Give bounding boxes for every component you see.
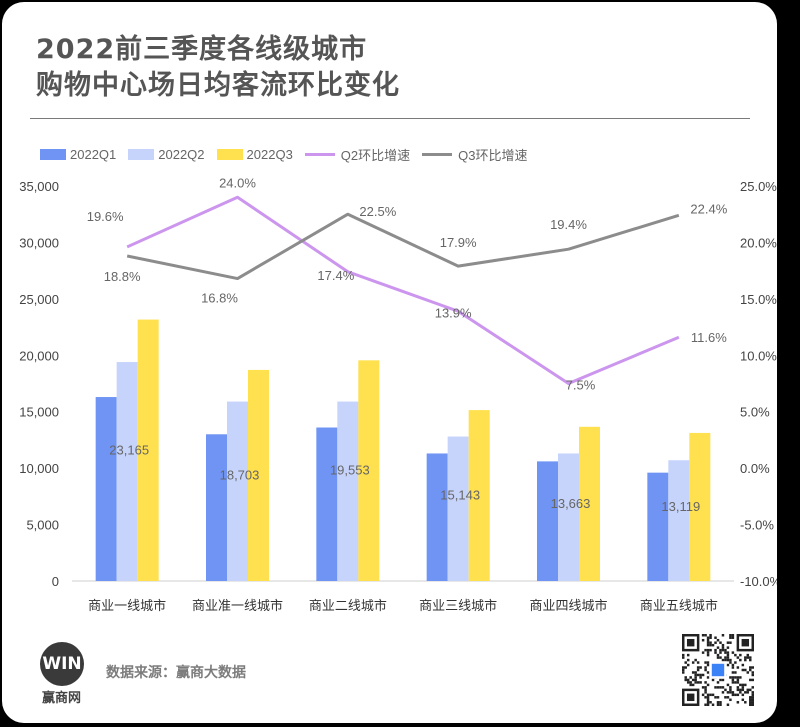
bar-2022Q1 (206, 434, 227, 581)
bar-2022Q1 (95, 397, 117, 581)
chart-legend: 2022Q1 2022Q2 2022Q3 Q2环比增速 Q3环比增速 (40, 144, 539, 164)
logo-mark: WIN (40, 642, 84, 686)
line-value-label: 22.5% (359, 204, 396, 219)
bar-2022Q3 (248, 369, 269, 581)
bar-2022Q3 (358, 360, 380, 581)
line-value-label: 7.5% (566, 378, 596, 393)
line-value-label: 24.0% (219, 175, 256, 190)
y-left-tick: 10,000 (19, 461, 59, 476)
line-value-label: 13.9% (435, 305, 472, 320)
line-Q2环比增速 (126, 195, 680, 385)
qr-code[interactable] (682, 634, 754, 706)
chart-card: 2022前三季度各线级城市 购物中心场日均客流环比变化 2022Q1 2022Q… (2, 2, 777, 723)
bar-value-label: 15,143 (440, 488, 480, 503)
bar-2022Q2 (558, 453, 579, 581)
chart-title: 2022前三季度各线级城市 购物中心场日均客流环比变化 (36, 32, 400, 104)
y-right-tick: 5.0% (740, 405, 770, 420)
legend-item-q3: 2022Q3 (216, 146, 293, 162)
category-label: 商业一线城市 (88, 598, 166, 613)
bar-2022Q2 (668, 460, 690, 581)
category-label: 商业五线城市 (640, 598, 718, 613)
line-value-label: 11.6% (691, 330, 727, 345)
line-value-label: 17.9% (440, 235, 477, 250)
bar-2022Q2 (227, 401, 248, 581)
line-value-label: 19.4% (550, 217, 587, 232)
bar-2022Q3 (579, 426, 600, 581)
y-right-tick: 0.0% (740, 461, 770, 476)
y-right-tick: 15.0% (740, 292, 777, 307)
line-value-label: 22.4% (690, 201, 727, 216)
legend-label-q2-growth: Q2环比增速 (340, 147, 411, 163)
bar-value-label: 18,703 (220, 467, 260, 482)
y-left-tick: 15,000 (19, 405, 59, 420)
title-line-2: 购物中心场日均客流环比变化 (36, 70, 400, 101)
legend-swatch-q2 (128, 148, 155, 160)
legend-swatch-q1 (40, 148, 66, 160)
legend-label-q3: 2022Q3 (246, 146, 293, 162)
legend-swatch-q3-growth (422, 152, 453, 156)
y-right-tick: 20.0% (740, 235, 777, 250)
bar-2022Q1 (316, 427, 338, 581)
y-right-tick: 10.0% (740, 348, 777, 363)
y-right-tick: -5.0% (740, 518, 774, 533)
category-label: 商业四线城市 (529, 598, 607, 613)
logo-name: 赢商网 (42, 691, 82, 706)
category-label: 商业准一线城市 (192, 598, 283, 613)
y-left-tick: 0 (52, 574, 59, 589)
legend-label-q2: 2022Q2 (158, 146, 205, 162)
brand-logo: WIN 赢商网 (28, 642, 98, 706)
data-source: 数据来源：赢商大数据 (106, 665, 246, 681)
bar-2022Q2 (447, 436, 469, 581)
bar-value-label: 13,663 (551, 496, 591, 511)
y-left-tick: 25,000 (19, 292, 59, 307)
line-value-label: 19.6% (87, 209, 124, 224)
bar-2022Q1 (647, 472, 669, 581)
bar-2022Q1 (426, 453, 448, 581)
legend-item-q2-growth: Q2环比增速 (304, 145, 411, 164)
legend-swatch-q3 (216, 148, 243, 160)
y-left-tick: 5,000 (26, 518, 59, 533)
line-value-label: 17.4% (317, 268, 354, 283)
line-Q3环比增速 (126, 212, 680, 281)
y-right-tick: 25.0% (740, 179, 777, 194)
combo-chart: 0 5,000 10,000 15,000 20,000 25,000 30,000 35,0… (19, 175, 777, 613)
legend-item-q2: 2022Q2 (128, 146, 205, 162)
bar-2022Q1 (537, 461, 558, 581)
title-divider (30, 118, 750, 119)
bar-2022Q3 (137, 319, 159, 581)
line-value-label: 16.8% (201, 291, 238, 306)
bar-value-label: 19,553 (330, 463, 370, 478)
legend-label-q1: 2022Q1 (70, 146, 117, 162)
y-right-tick: -10.0% (740, 574, 777, 589)
legend-item-q1: 2022Q1 (40, 147, 116, 162)
bar-2022Q3 (689, 432, 711, 581)
y-left-tick: 35,000 (19, 179, 59, 194)
y-left-tick: 30,000 (19, 235, 59, 250)
legend-label-q3-growth: Q3环比增速 (458, 147, 528, 163)
bar-2022Q2 (116, 362, 138, 581)
bar-2022Q2 (337, 401, 359, 581)
bar-2022Q3 (468, 410, 490, 581)
legend-item-q3-growth: Q3环比增速 (422, 145, 527, 164)
title-line-1: 2022前三季度各线级城市 (36, 34, 368, 65)
category-label: 商业二线城市 (309, 598, 387, 613)
line-value-label: 18.8% (104, 269, 141, 284)
y-left-tick: 20,000 (19, 348, 59, 363)
bar-value-label: 13,119 (661, 499, 700, 514)
category-label: 商业三线城市 (419, 598, 497, 613)
legend-swatch-q2-growth (304, 152, 335, 156)
bar-value-label: 23,165 (109, 442, 149, 457)
